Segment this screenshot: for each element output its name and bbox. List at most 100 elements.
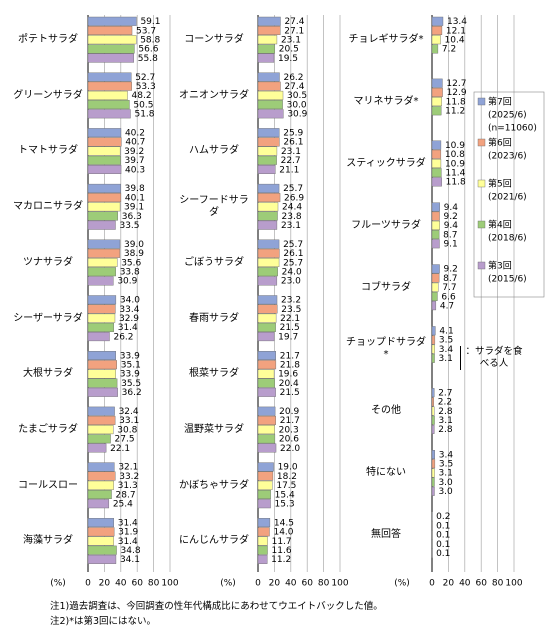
value-label: 25.9 [283, 129, 303, 139]
bar [87, 425, 114, 435]
value-label: 26.1 [283, 249, 303, 259]
category-label: ごぼうサラダ [184, 256, 244, 268]
bar [87, 220, 116, 230]
bar [257, 44, 276, 54]
bar [87, 100, 130, 110]
bar [257, 360, 277, 370]
bar [257, 490, 271, 500]
value-label: 24.0 [282, 268, 302, 278]
bar [87, 443, 107, 453]
bar [87, 378, 118, 388]
bar [431, 202, 440, 212]
value-label: 26.2 [283, 73, 303, 83]
category-label: グリーンサラダ [13, 89, 83, 101]
value-label: 56.6 [138, 45, 158, 55]
bar [87, 434, 111, 444]
value-label: 14.0 [273, 528, 293, 538]
bar [257, 415, 276, 425]
bar [257, 137, 280, 147]
bar [87, 536, 114, 546]
value-label: 4.1 [439, 327, 453, 337]
bar [257, 443, 277, 453]
bracket-note: ：サラダを食べる人 [460, 346, 525, 370]
value-label: 9.4 [444, 221, 459, 231]
value-label: 40.1 [125, 193, 145, 203]
value-label: 20.4 [279, 379, 299, 389]
bar [257, 53, 275, 63]
value-label: 30.5 [287, 91, 307, 101]
bar [257, 193, 281, 203]
bar [257, 351, 276, 361]
value-label: 40.2 [125, 129, 145, 139]
bar [431, 168, 442, 178]
value-label: 11.7 [272, 537, 292, 547]
value-label: 2.2 [438, 398, 452, 408]
bar [87, 471, 116, 481]
bar [87, 369, 116, 379]
value-label: 36.3 [122, 212, 142, 222]
value-label: 22.0 [280, 444, 300, 454]
value-label: 18.2 [277, 472, 297, 482]
legend-period: (2023/6) [488, 152, 527, 162]
bar [431, 264, 440, 274]
bar [431, 486, 435, 496]
bar [87, 313, 116, 323]
value-label: 0.1 [436, 531, 450, 541]
x-axis-label: (%) [50, 579, 66, 589]
bar [257, 313, 277, 323]
bar [87, 406, 115, 416]
value-label: 0.1 [436, 549, 450, 559]
bar [257, 128, 280, 138]
bar [87, 137, 122, 147]
value-label: 9.4 [444, 203, 459, 213]
bar [431, 301, 437, 311]
bar [431, 97, 442, 107]
bar [257, 369, 275, 379]
value-label: 21.5 [280, 323, 300, 333]
category-label: コールスロー [18, 479, 78, 491]
value-label: 24.4 [282, 203, 302, 213]
value-label: 39.7 [125, 156, 145, 166]
legend-period: (2025/6) [488, 111, 527, 121]
bar [87, 35, 137, 45]
value-label: 9.1 [443, 240, 457, 250]
value-label: 2.7 [438, 388, 452, 398]
x-axis-label: (%) [220, 579, 236, 589]
value-label: 23.1 [281, 147, 301, 157]
legend-swatch [477, 220, 486, 229]
bar [257, 100, 283, 110]
bar [257, 211, 278, 221]
bar [431, 468, 435, 478]
category-label: ポテトサラダ [18, 34, 78, 45]
legend-swatch [477, 138, 486, 147]
bar [87, 332, 110, 342]
value-label: 52.7 [135, 73, 155, 83]
bar [431, 16, 444, 26]
value-label: 3.5 [439, 336, 453, 346]
value-label: 2.8 [438, 407, 453, 417]
bar [87, 183, 121, 193]
bar [87, 72, 132, 82]
legend-label: 第4回 [488, 219, 512, 231]
bar [257, 183, 280, 193]
x-tick-label: 100 [331, 579, 348, 589]
bar [87, 193, 122, 203]
value-label: 0.1 [436, 521, 450, 531]
category-label: シーフードサラダ [179, 195, 249, 219]
value-label: 34.1 [120, 555, 140, 565]
value-label: 35.5 [121, 379, 141, 389]
x-tick-label: 20 [99, 579, 111, 589]
value-label: 35.6 [121, 258, 141, 268]
value-label: 21.7 [280, 416, 300, 426]
value-label: 25.4 [113, 500, 133, 510]
bar [257, 276, 278, 286]
value-label: 9.2 [444, 212, 458, 222]
value-label: 8.7 [443, 230, 457, 240]
category-label: マカロニサラダ [13, 201, 83, 213]
value-label: 31.3 [118, 481, 138, 491]
value-label: 28.7 [116, 490, 136, 500]
x-tick-label: 40 [285, 579, 297, 589]
bar [257, 554, 268, 564]
category-label: 春雨サラダ [189, 312, 239, 324]
bar [87, 462, 115, 472]
